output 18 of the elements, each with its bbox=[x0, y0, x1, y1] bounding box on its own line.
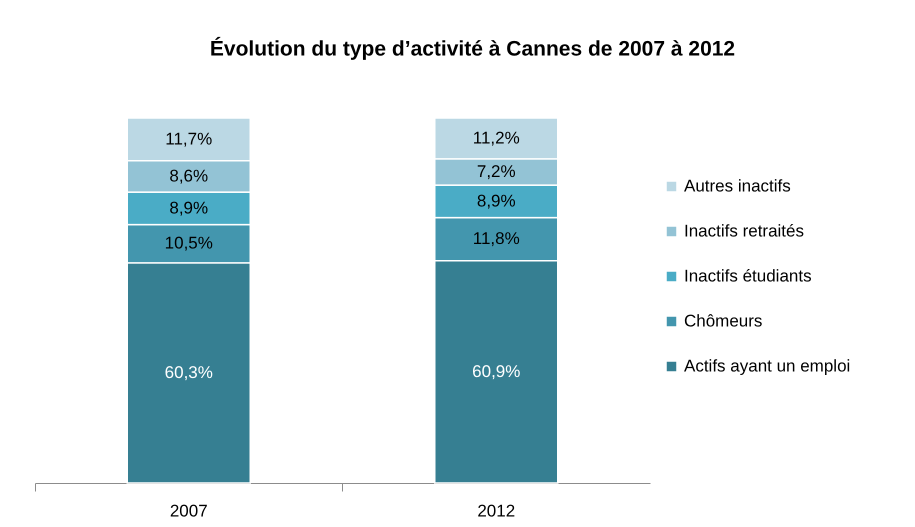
x-tick-label: 2012 bbox=[477, 502, 516, 520]
data-label: 11,2% bbox=[472, 128, 520, 148]
data-label: 11,7% bbox=[165, 129, 212, 148]
data-label: 8,9% bbox=[476, 191, 516, 210]
data-label: 8,9% bbox=[169, 198, 208, 218]
x-tick-label: 2007 bbox=[170, 502, 208, 520]
chart-title: Évolution du type d’activité à Cannes de 2007 à 2012 bbox=[210, 36, 736, 60]
legend-label: Inactifs retraités bbox=[684, 222, 804, 240]
data-label: 7,2% bbox=[476, 162, 516, 182]
legend-label: Autres inactifs bbox=[684, 176, 791, 196]
data-label: 11,8% bbox=[472, 229, 520, 248]
data-label: 10,5% bbox=[164, 234, 213, 253]
legend-label: Inactifs étudiants bbox=[684, 266, 812, 286]
legend-label: Chômeurs bbox=[684, 312, 762, 330]
legend-label: Actifs ayant un emploi bbox=[684, 356, 850, 376]
data-label: 60,3% bbox=[164, 362, 213, 382]
data-label: 8,6% bbox=[169, 166, 208, 186]
data-label: 60,9% bbox=[472, 362, 520, 381]
